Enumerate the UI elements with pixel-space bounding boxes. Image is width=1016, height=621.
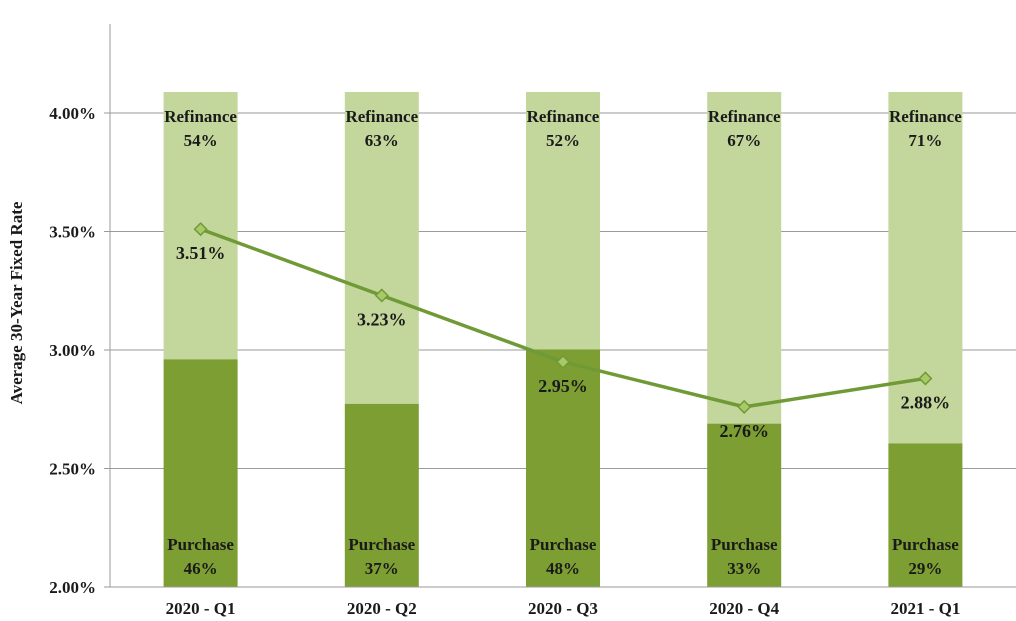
purchase-value-label: 33% [727,559,761,578]
purchase-value-label: 29% [908,559,942,578]
y-tick-label: 3.00% [49,341,96,360]
refinance-value-label: 63% [365,131,399,150]
bar-purchase [344,403,419,587]
purchase-name-label: Purchase [892,535,959,554]
rate-point-label: 2.76% [719,421,769,441]
bar-purchase [888,443,963,587]
rate-point-label: 2.95% [538,376,588,396]
refinance-name-label: Refinance [527,107,600,126]
x-tick-label: 2021 - Q1 [890,599,960,618]
bar-purchase [526,349,600,587]
purchase-value-label: 46% [184,559,218,578]
bar-purchase [163,359,238,587]
bar-refinance [526,92,600,350]
y-tick-label: 3.50% [49,223,96,242]
y-tick-label: 4.00% [49,104,96,123]
x-tick-label: 2020 - Q1 [166,599,236,618]
refinance-name-label: Refinance [889,107,962,126]
bar-purchase [707,423,782,587]
refinance-value-label: 71% [908,131,942,150]
y-tick-label: 2.00% [49,578,96,597]
refinance-name-label: Refinance [708,107,781,126]
y-axis-label: Average 30-Year Fixed Rate [7,201,26,404]
rate-point-label: 2.88% [901,392,951,412]
purchase-name-label: Purchase [530,535,597,554]
stacked-bars [163,92,963,587]
purchase-value-label: 48% [546,559,580,578]
purchase-name-label: Purchase [167,535,234,554]
rate-point-label: 3.51% [176,243,226,263]
bar-refinance [707,92,782,424]
y-tick-label: 2.50% [49,460,96,479]
axes: 2.00% 2.50% 3.00% 3.50% 4.00% 2020 - Q1 2020 -… [49,24,1016,618]
rate-point-marker [193,222,208,237]
refinance-name-label: Refinance [164,107,237,126]
rate-point-marker [918,371,933,386]
rate-point-marker [374,288,389,303]
x-tick-label: 2020 - Q2 [347,599,417,618]
data-labels: Refinance 54% Purchase 46% Refinance 63% Purch… [164,107,962,578]
refinance-value-label: 54% [184,131,218,150]
refinance-value-label: 67% [727,131,761,150]
bar-refinance [344,92,419,404]
x-tick-label: 2020 - Q3 [528,599,598,618]
x-tick-label: 2020 - Q4 [709,599,779,618]
rate-point-label: 3.23% [357,309,407,329]
purchase-name-label: Purchase [711,535,778,554]
purchase-name-label: Purchase [348,535,415,554]
refinance-value-label: 52% [546,131,580,150]
rate-point-marker [737,399,752,414]
purchase-value-label: 37% [365,559,399,578]
refinance-name-label: Refinance [345,107,418,126]
rate-point-marker [555,354,571,369]
rate-line [193,222,933,414]
